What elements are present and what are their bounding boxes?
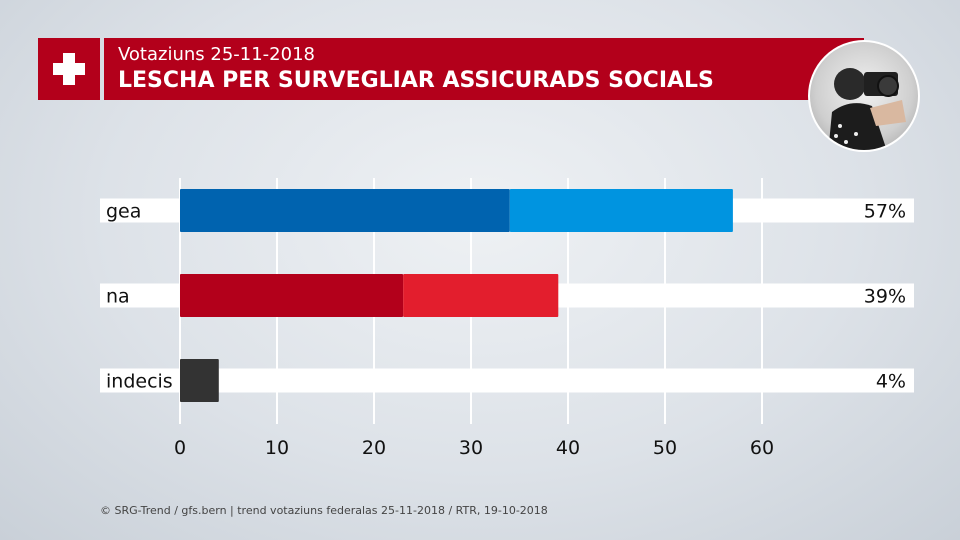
bar-segment [509,189,733,232]
tick-label: 30 [459,437,483,459]
chart-title: LESCHA PER SURVEGLIAR ASSICURADS SOCIALS [118,68,714,93]
category-label: gea [106,201,141,223]
value-label: 39% [864,286,906,308]
tick-label: 10 [265,437,289,459]
photographer-photo [808,40,920,152]
swiss-flag-icon [38,38,100,100]
category-label: na [106,286,130,308]
bar-segment [403,274,559,317]
tick-label: 50 [653,437,677,459]
category-label: indecis [106,371,173,393]
tick-label: 60 [750,437,774,459]
tick-label: 20 [362,437,386,459]
bar-segment [180,359,219,402]
tick-label: 0 [174,437,186,459]
photo-illustration [828,68,906,150]
chart-subtitle: Votaziuns 25-11-2018 [118,44,315,65]
tick-label: 40 [556,437,580,459]
title-bar: Votaziuns 25-11-2018 LESCHA PER SURVEGLI… [104,38,864,100]
value-label: 57% [864,201,906,223]
bar-segment [180,274,404,317]
source-footer: © SRG-Trend / gfs.bern | trend votaziuns… [100,504,548,517]
bar-segment [180,189,510,232]
cross-icon [53,53,85,85]
track-bar [100,368,914,393]
value-label: 4% [876,371,906,393]
